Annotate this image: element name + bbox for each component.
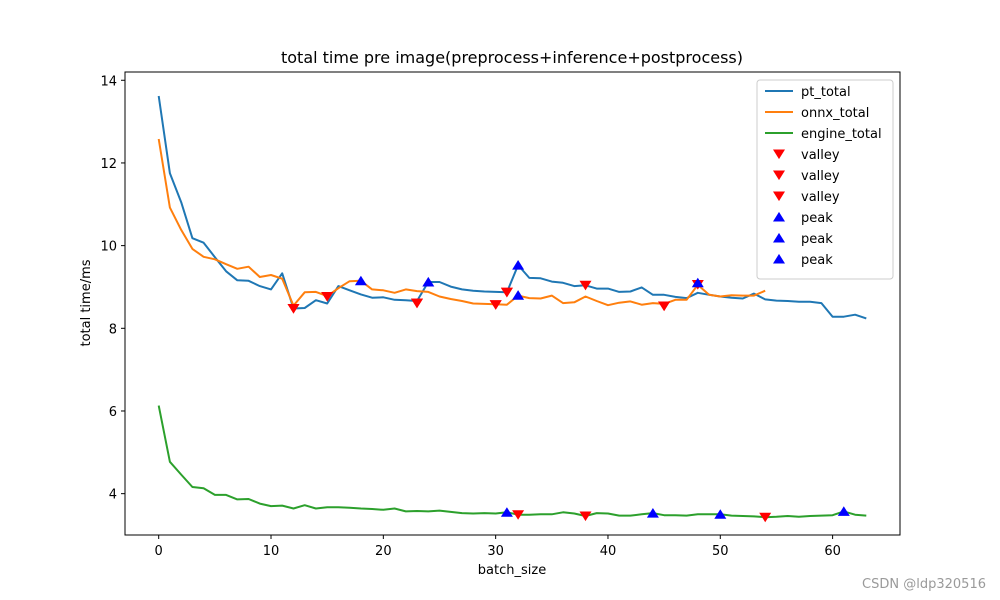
valley-marker — [287, 304, 300, 314]
legend-label: engine_total — [801, 127, 882, 142]
x-tick-label: 40 — [600, 544, 617, 559]
x-tick-label: 30 — [487, 544, 504, 559]
valley-marker — [759, 512, 772, 523]
plot-area — [157, 95, 867, 523]
y-tick-label: 4 — [109, 488, 117, 503]
x-tick-label: 50 — [712, 544, 729, 559]
legend-label: valley — [801, 190, 840, 205]
valley-marker — [658, 301, 671, 312]
legend-item: valley — [773, 148, 840, 163]
legend-swatch-triangle-up — [773, 253, 785, 264]
peak-marker — [354, 275, 367, 286]
legend-item: peak — [773, 232, 833, 247]
legend-swatch-triangle-down — [773, 149, 785, 160]
legend-item: peak — [773, 211, 833, 226]
x-tick-label: 60 — [824, 544, 841, 559]
y-tick-label: 14 — [100, 74, 117, 89]
peak-marker — [422, 276, 435, 287]
peak-marker — [512, 290, 525, 300]
peak-marker — [714, 509, 727, 519]
peak-marker — [512, 260, 525, 270]
legend-swatch-triangle-down — [773, 170, 785, 181]
x-tick-label: 10 — [263, 544, 280, 559]
legend-label: peak — [801, 211, 833, 226]
x-tick-label: 0 — [155, 544, 163, 559]
legend-item: engine_total — [765, 127, 882, 142]
legend-label: valley — [801, 148, 840, 163]
legend-swatch-triangle-up — [773, 211, 785, 222]
y-tick-label: 8 — [109, 322, 117, 337]
legend-box — [756, 79, 894, 280]
valley-marker — [489, 300, 502, 310]
valley-marker — [321, 292, 334, 302]
peak-marker — [646, 508, 659, 518]
chart-title: total time pre image(preprocess+inferenc… — [281, 48, 743, 67]
x-tick-label: 20 — [375, 544, 392, 559]
legend-item: pt_total — [765, 85, 851, 100]
watermark: CSDN @ldp320516 — [862, 577, 986, 592]
peak-marker — [500, 507, 513, 517]
legend-item: valley — [773, 169, 840, 184]
y-tick-label: 6 — [109, 405, 117, 420]
legend-label: onnx_total — [801, 106, 869, 121]
valley-marker — [411, 298, 423, 309]
legend-item: valley — [773, 190, 840, 205]
legend-swatch-triangle-up — [773, 232, 785, 243]
x-axis: 0 10 20 30 40 50 60 — [155, 535, 841, 559]
legend-item: onnx_total — [765, 106, 869, 121]
legend-label: peak — [801, 232, 833, 247]
peak-marker — [837, 506, 850, 516]
y-axis: 4 6 8 10 12 14 — [100, 74, 125, 503]
y-tick-label: 12 — [100, 157, 117, 172]
y-axis-label: total time/ms — [79, 259, 94, 346]
legend-label: peak — [801, 253, 833, 268]
valley-marker — [579, 511, 592, 522]
axes-frame — [124, 71, 901, 536]
legend-label: valley — [801, 169, 840, 184]
legend-swatch-triangle-down — [773, 191, 785, 202]
valley-marker — [512, 510, 525, 520]
legend-item: peak — [773, 253, 833, 268]
valley-marker — [579, 280, 592, 291]
series-line-engine-total — [157, 405, 867, 519]
valley-marker — [500, 287, 513, 298]
y-tick-label: 10 — [100, 240, 117, 255]
peak-marker — [691, 277, 704, 288]
legend-label: pt_total — [801, 85, 851, 100]
x-axis-label: batch_size — [478, 563, 546, 578]
